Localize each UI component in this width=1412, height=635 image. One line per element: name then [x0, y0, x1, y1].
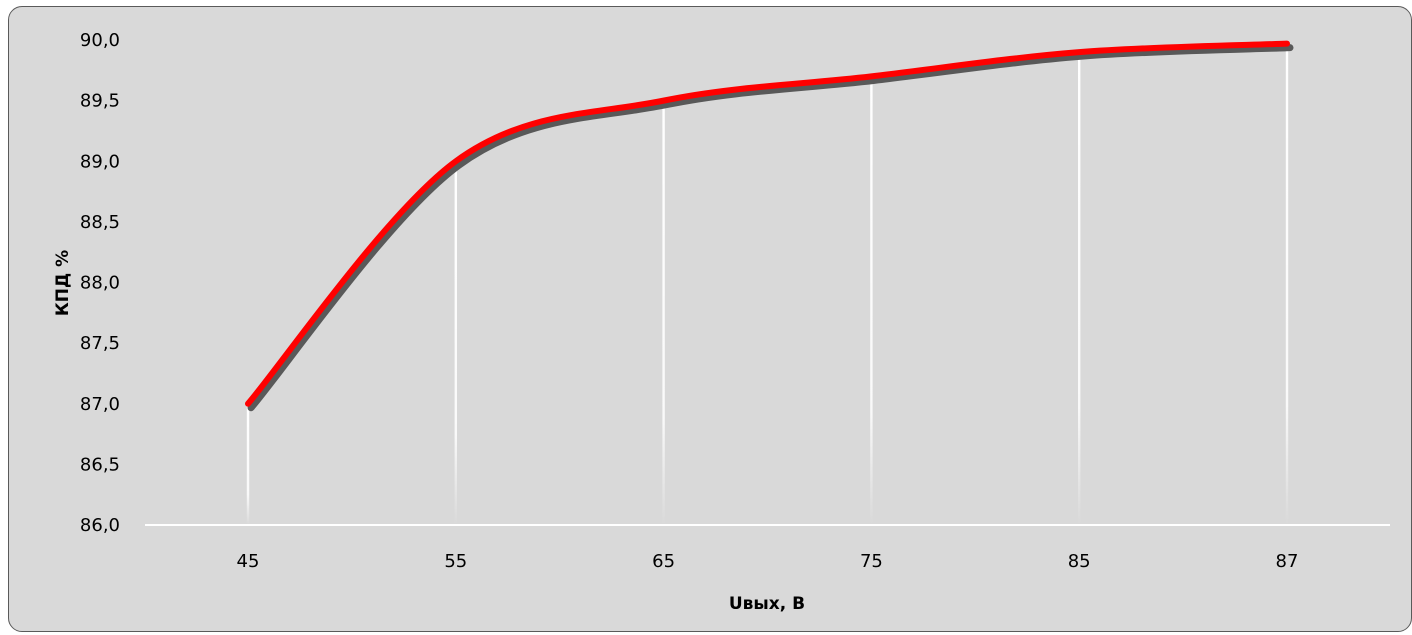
y-axis-ticks: 86,0 86,5 87,0 87,5 88,0 88,5 89,0 89,5 90,0	[80, 30, 120, 536]
drop-line	[454, 161, 457, 525]
x-axis-ticks: 45 55 65 75 85 87	[237, 551, 1299, 572]
y-tick-label: 88,0	[80, 273, 120, 294]
chart-frame	[8, 6, 1412, 632]
x-axis-title: Uвых, В	[729, 594, 805, 614]
y-tick-label: 86,5	[80, 454, 120, 475]
x-tick-label: 45	[237, 551, 260, 572]
y-axis-title: КПД %	[53, 250, 73, 316]
drop-line	[870, 76, 873, 525]
y-tick-label: 89,0	[80, 151, 120, 172]
drop-lines	[246, 43, 1289, 525]
series-line-shadow	[247, 44, 1294, 412]
drop-line	[662, 100, 665, 525]
x-tick-label: 85	[1068, 551, 1091, 572]
drop-line	[1285, 43, 1289, 525]
y-tick-label: 87,5	[80, 333, 120, 354]
drop-line	[1078, 52, 1081, 525]
x-tick-label: 65	[652, 551, 675, 572]
series-group	[245, 40, 1294, 412]
drop-line	[246, 403, 250, 525]
x-tick-label: 75	[860, 551, 883, 572]
x-tick-label: 55	[444, 551, 467, 572]
y-tick-label: 88,5	[80, 212, 120, 233]
x-tick-label: 87	[1276, 551, 1299, 572]
y-tick-label: 86,0	[80, 515, 120, 536]
y-tick-label: 89,5	[80, 91, 120, 112]
y-tick-label: 87,0	[80, 394, 120, 415]
y-tick-label: 90,0	[80, 30, 120, 51]
series-line	[245, 40, 1290, 407]
